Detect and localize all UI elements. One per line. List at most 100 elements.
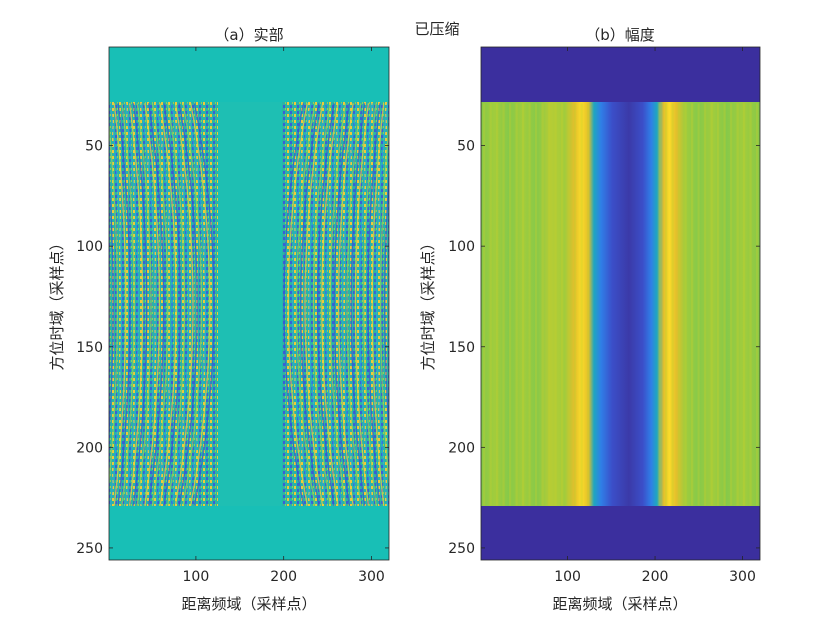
fringe-arc xyxy=(128,103,144,506)
fringe-arc xyxy=(136,103,152,506)
fringe-arc xyxy=(167,103,186,506)
fringe-arc xyxy=(144,103,161,506)
x-tick-label: 100 xyxy=(554,569,581,585)
fringe-arc xyxy=(354,103,370,506)
panel-b-image xyxy=(481,47,760,560)
fringe-arc xyxy=(151,103,169,506)
fringe-arc xyxy=(148,103,165,506)
sidelobe-stripe xyxy=(548,103,551,506)
sidelobe-stripe xyxy=(723,103,726,506)
sidelobe-stripe xyxy=(756,103,759,506)
sidelobe-stripe xyxy=(736,103,739,506)
sidelobe-stripe xyxy=(502,103,505,506)
panel-a-title: （a）实部 xyxy=(214,26,283,44)
fringe-arc xyxy=(178,103,198,506)
fringe-arc xyxy=(109,103,123,506)
fringe-arc xyxy=(363,103,377,506)
fringe-arc xyxy=(371,103,385,506)
y-tick-label: 250 xyxy=(448,541,475,557)
fringe-arc xyxy=(193,103,215,506)
y-tick-label: 150 xyxy=(448,340,475,356)
fringe-arc xyxy=(113,103,127,506)
x-tick-label: 200 xyxy=(642,569,669,585)
panel-a-ylabel: 方位时域（采样点） xyxy=(48,235,66,370)
fringe-arc xyxy=(140,103,156,506)
fringe-arc xyxy=(388,253,389,356)
panel-a-fringe-arcs xyxy=(109,103,389,506)
fringe-arc xyxy=(333,103,350,506)
fringe-arc xyxy=(384,167,389,442)
fringe-arc xyxy=(375,103,389,506)
sidelobe-stripe xyxy=(749,103,752,506)
sidelobe-stripe xyxy=(483,103,486,506)
sidelobe-stripe xyxy=(489,103,492,506)
fringe-arc xyxy=(321,103,339,506)
fringe-arc xyxy=(117,103,131,506)
fringe-arc xyxy=(170,103,190,506)
panel-a-xlabel: 距离频域（采样点） xyxy=(181,595,316,613)
sidelobe-stripe xyxy=(528,103,531,506)
fringe-arc xyxy=(132,103,148,506)
sidelobe-stripe xyxy=(541,103,544,506)
y-tick-label: 250 xyxy=(76,541,103,557)
sidelobe-stripe xyxy=(717,103,720,506)
sidelobe-stripe xyxy=(574,103,577,506)
panel-b-axes-box xyxy=(480,46,761,561)
fringe-arc xyxy=(300,103,320,506)
panel-b-title: （b）幅度 xyxy=(585,26,655,44)
sidelobe-stripe xyxy=(567,103,570,506)
fringe-arc xyxy=(283,103,305,506)
x-tick-label: 200 xyxy=(270,569,297,585)
panel-a-axes-box xyxy=(108,46,390,561)
sidelobe-stripe xyxy=(522,103,525,506)
x-tick-label: 300 xyxy=(358,569,385,585)
y-tick-label: 200 xyxy=(448,440,475,456)
fringe-arc xyxy=(316,103,335,506)
x-tick-label: 100 xyxy=(183,569,210,585)
sidelobe-stripe xyxy=(561,103,564,506)
sidelobe-stripe xyxy=(665,103,668,506)
fringe-arc xyxy=(350,103,366,506)
fringe-arc xyxy=(379,120,389,489)
sidelobe-stripe xyxy=(697,103,700,506)
sidelobe-stripe xyxy=(535,103,538,506)
panel-a-image xyxy=(109,47,389,560)
figure-suptitle: 已压缩 xyxy=(414,20,459,38)
fringe-arc xyxy=(346,103,362,506)
sidelobe-stripe xyxy=(496,103,499,506)
panel-b-stripes xyxy=(483,103,759,506)
fringe-arc xyxy=(287,103,308,506)
fringe-arc xyxy=(367,103,381,506)
panel-a-ticks: 100 200 300 50 100 150 200 250 xyxy=(76,47,389,585)
sidelobe-stripe xyxy=(743,103,746,506)
fringe-arc xyxy=(312,103,331,506)
sidelobe-stripe xyxy=(684,103,687,506)
fringe-arc xyxy=(308,103,328,506)
sidelobe-stripe xyxy=(580,103,583,506)
fringe-arc xyxy=(186,103,207,506)
fringe-arc xyxy=(182,103,203,506)
fringe-arc xyxy=(342,103,358,506)
sidelobe-stripe xyxy=(554,103,557,506)
fringe-arc xyxy=(291,103,312,506)
sidelobe-stripe xyxy=(730,103,733,506)
sidelobe-stripe xyxy=(587,103,590,506)
fringe-arc xyxy=(295,103,316,506)
y-tick-label: 100 xyxy=(448,239,475,255)
fringe-arc xyxy=(304,103,324,506)
panel-b-ylabel: 方位时域（采样点） xyxy=(419,235,437,370)
sidelobe-stripe xyxy=(704,103,707,506)
panel-b-signal xyxy=(481,102,760,506)
sidelobe-stripe xyxy=(658,103,661,506)
y-tick-label: 200 xyxy=(76,440,103,456)
panel-b-ticks: 100 200 300 50 100 150 200 250 xyxy=(448,47,760,585)
fringe-arc xyxy=(159,103,177,506)
fringe-arc xyxy=(358,103,373,506)
fringe-arc xyxy=(190,103,211,506)
fringe-arc xyxy=(109,120,119,489)
sidelobe-stripe xyxy=(691,103,694,506)
fringe-arc xyxy=(109,167,114,442)
